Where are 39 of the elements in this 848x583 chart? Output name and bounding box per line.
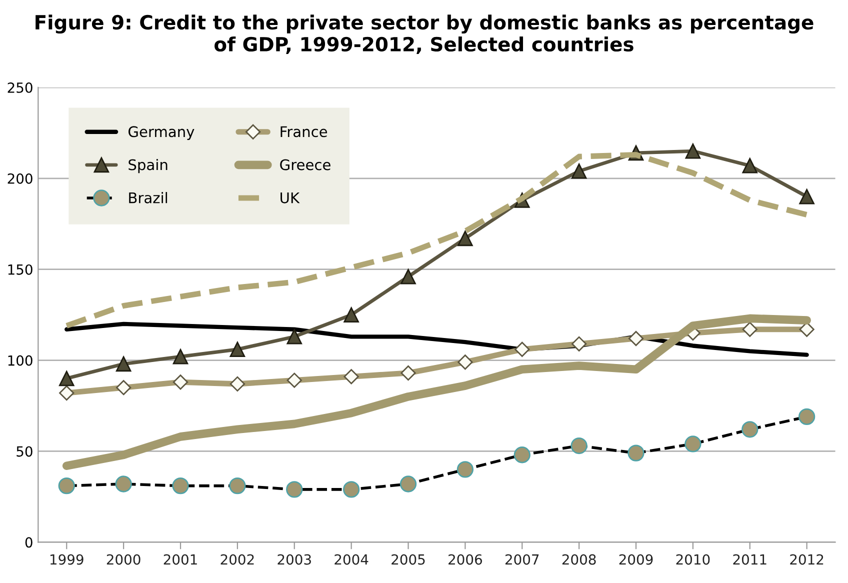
point [172, 349, 188, 364]
y-tick-label: 250 [8, 82, 32, 93]
point [458, 230, 473, 246]
y-tick-label: 150 [8, 264, 32, 275]
x-tick-label: 2000 [106, 554, 140, 565]
x-tick-label: 2012 [790, 554, 824, 565]
legend-label: Germany [128, 126, 194, 140]
point [344, 307, 359, 322]
x-tick-label: 1999 [50, 554, 84, 565]
point [742, 158, 758, 174]
x-tick-label: 2011 [733, 554, 766, 565]
legend-label: UK [280, 192, 300, 204]
x-tick-label: 2003 [278, 554, 311, 565]
x-tick-label: 2007 [505, 554, 539, 565]
x-tick-label: 2006 [448, 554, 482, 565]
x-tick-label: 2009 [619, 554, 653, 565]
y-tick-label: 200 [8, 173, 32, 184]
x-tick-label: 2001 [164, 554, 197, 565]
point [799, 188, 814, 204]
point [685, 143, 701, 159]
x-tick-label: 2010 [676, 554, 710, 565]
chart-title: Figure 9: Credit to the private sector by domestic banks as percentage of GDP, 1999-2012, Selected countries [36, 14, 814, 54]
y-tick-label: 50 [16, 446, 32, 457]
x-tick-label: 2004 [334, 554, 368, 565]
legend-label: Greece [280, 159, 330, 170]
point [400, 268, 416, 284]
legend-label: Brazil [129, 192, 168, 204]
legend-label: Spain [128, 158, 168, 174]
x-tick-label: 2002 [220, 554, 254, 565]
x-tick-label: 2005 [392, 554, 425, 565]
point [286, 329, 302, 344]
y-tick-label: 0 [25, 537, 32, 548]
point [58, 370, 74, 386]
point [116, 356, 132, 372]
y-tick-label: 100 [8, 355, 32, 366]
point [230, 342, 246, 358]
legend-label: France [280, 126, 328, 138]
point [571, 163, 587, 179]
x-tick-label: 2008 [562, 554, 596, 565]
